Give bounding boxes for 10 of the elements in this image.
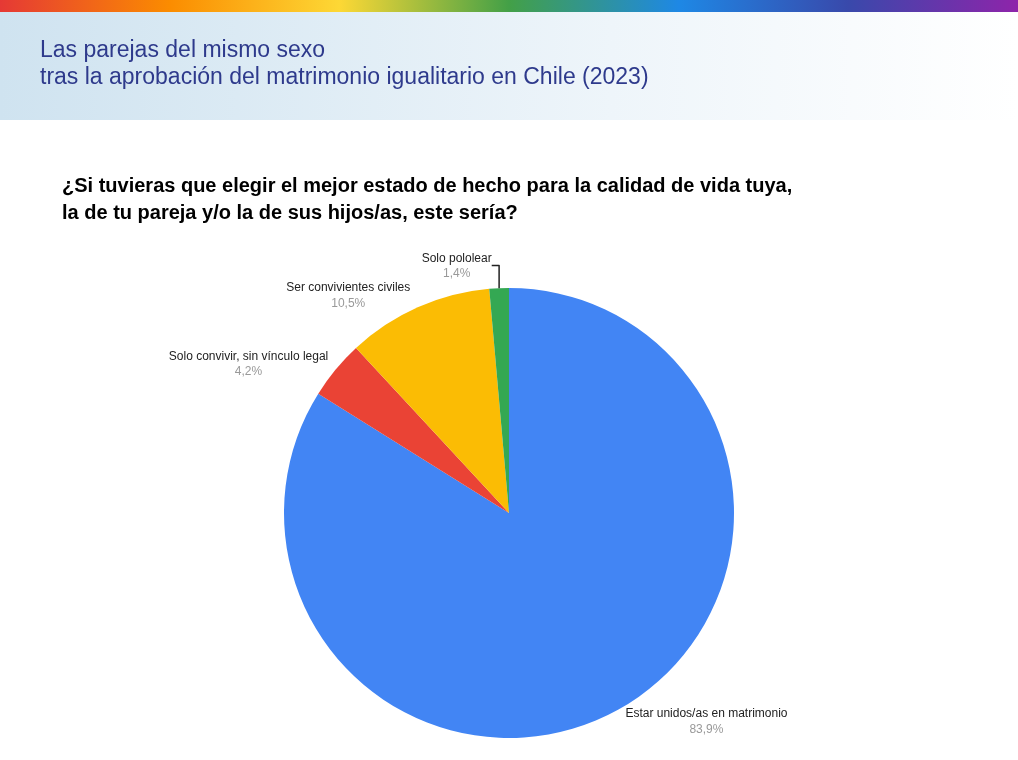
slice-label: Ser convivientes civiles xyxy=(286,280,411,295)
data-label: 10,5% xyxy=(331,295,366,310)
chart-title: Las parejas del mismo sexo tras la aprobación del matrimonio igualitario en Chile (2023) xyxy=(40,36,649,90)
data-label: 4,2% xyxy=(234,364,263,379)
slice-label: Solo convivir, sin vínculo legal xyxy=(168,348,329,363)
data-label: 1,4% xyxy=(443,266,471,281)
chart-subtitle: ¿Si tuvieras que elegir el mejor estado de hecho para la calidad de vida tuya, la de tu pareja y/o la de sus hijos/as, este sería? xyxy=(62,173,793,225)
slice-label: Solo pololear xyxy=(421,250,492,265)
slice-label: Estar unidos/as en matrimonio xyxy=(625,706,788,721)
data-label: 83,9% xyxy=(689,721,724,736)
